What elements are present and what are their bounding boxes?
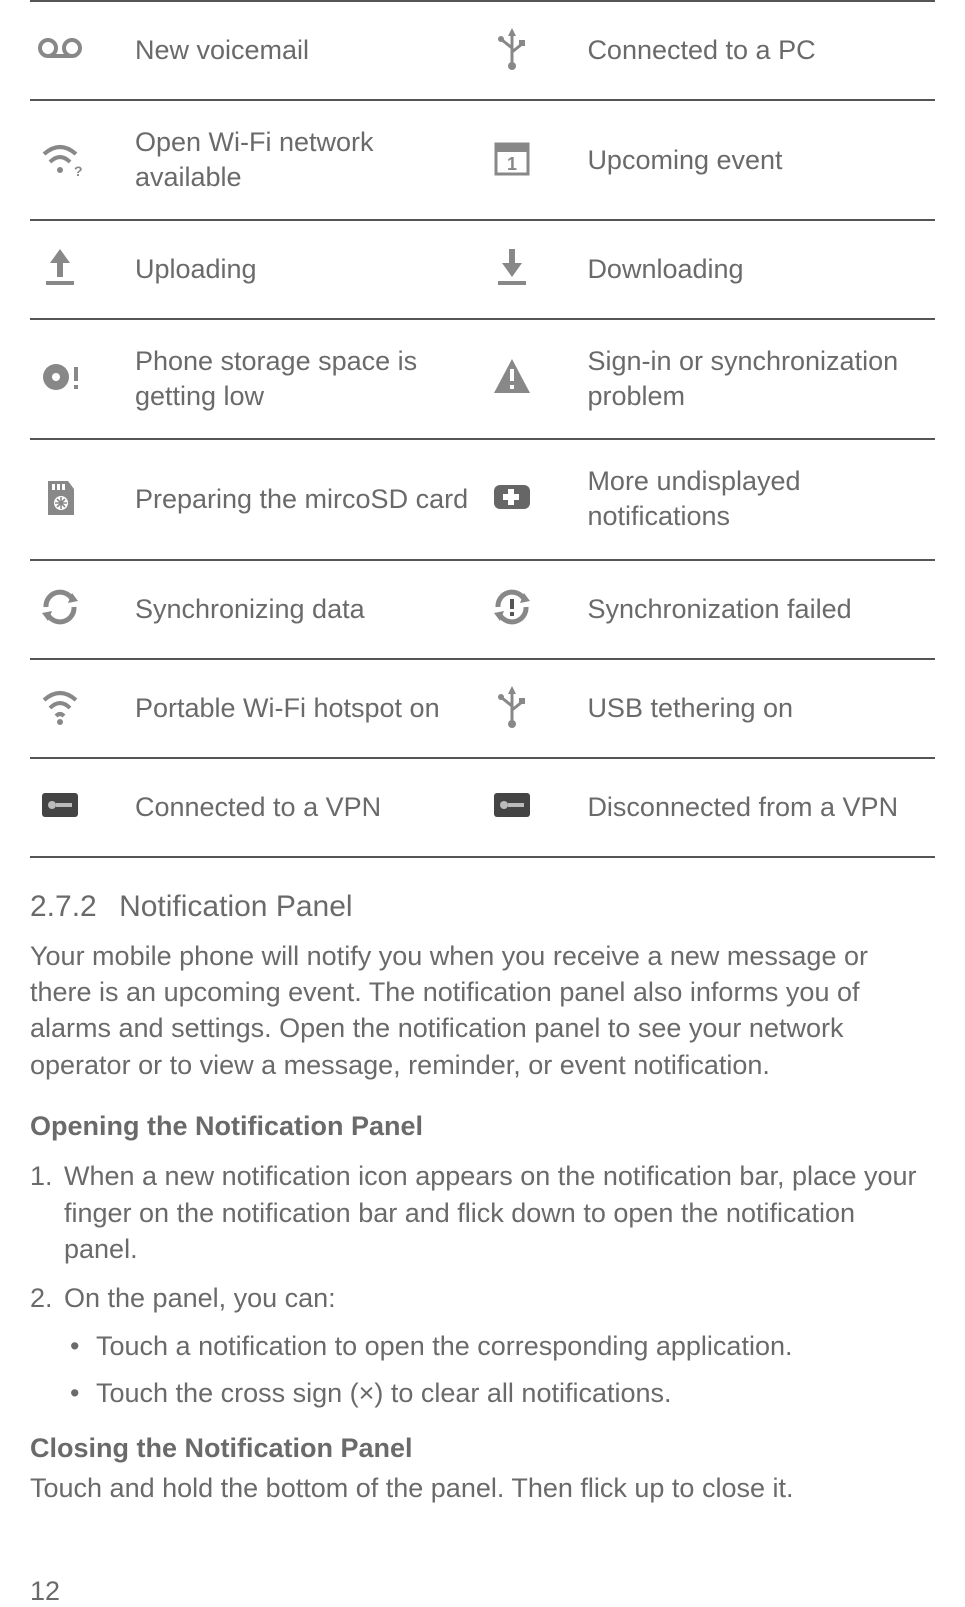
more-icon xyxy=(490,475,534,519)
bullet-item: Touch a notification to open the corresp… xyxy=(70,1328,935,1364)
notification-icons-table: New voicemail Connected to a PC Open Wi-… xyxy=(30,0,935,858)
warning-icon xyxy=(490,355,534,399)
bullet-item: Touch the cross sign (×) to clear all no… xyxy=(70,1375,935,1411)
page-number: 12 xyxy=(30,1576,965,1607)
usb-icon xyxy=(490,26,534,70)
download-icon xyxy=(490,245,534,289)
table-row: Synchronizing data Synchronization faile… xyxy=(30,560,935,659)
table-row: Open Wi-Fi network available Upcoming ev… xyxy=(30,100,935,220)
steps-list: When a new notification icon appears on … xyxy=(30,1158,935,1316)
closing-subheading: Closing the Notification Panel xyxy=(30,1433,935,1464)
closing-text: Touch and hold the bottom of the panel. … xyxy=(30,1470,935,1506)
section-number: 2.7.2 xyxy=(30,890,97,923)
icon-label: More undisplayed notifications xyxy=(579,439,935,559)
icon-label: Downloading xyxy=(579,220,935,319)
vpn-off-icon xyxy=(490,783,534,827)
vpn-on-icon xyxy=(38,783,82,827)
table-row: Connected to a VPN Disconnected from a V… xyxy=(30,758,935,857)
icon-label: USB tethering on xyxy=(579,659,935,758)
table-row: Preparing the mircoSD card More undispla… xyxy=(30,439,935,559)
icon-label: Synchronizing data xyxy=(127,560,483,659)
icon-label: Phone storage space is getting low xyxy=(127,319,483,439)
sync-fail-icon xyxy=(490,585,534,629)
sync-icon xyxy=(38,585,82,629)
sd-card-icon xyxy=(38,475,82,519)
table-row: New voicemail Connected to a PC xyxy=(30,1,935,100)
icon-label: Uploading xyxy=(127,220,483,319)
section-title-text: Notification Panel xyxy=(119,890,352,923)
step-item: On the panel, you can: xyxy=(60,1280,935,1316)
voicemail-icon xyxy=(38,26,82,70)
opening-subheading: Opening the Notification Panel xyxy=(30,1111,935,1142)
storage-low-icon xyxy=(38,355,82,399)
calendar-icon xyxy=(490,136,534,180)
icon-label: Upcoming event xyxy=(579,100,935,220)
usb-tether-icon xyxy=(490,684,534,728)
icon-label: Disconnected from a VPN xyxy=(579,758,935,857)
icon-label: Connected to a PC xyxy=(579,1,935,100)
icon-label: Connected to a VPN xyxy=(127,758,483,857)
table-row: Uploading Downloading xyxy=(30,220,935,319)
wifi-hotspot-icon xyxy=(38,684,82,728)
icon-label: Synchronization failed xyxy=(579,560,935,659)
icon-label: New voicemail xyxy=(127,1,483,100)
icon-label: Open Wi-Fi network available xyxy=(127,100,483,220)
icon-label: Portable Wi-Fi hotspot on xyxy=(127,659,483,758)
table-row: Phone storage space is getting low Sign-… xyxy=(30,319,935,439)
step-item: When a new notification icon appears on … xyxy=(60,1158,935,1267)
section-intro: Your mobile phone will notify you when y… xyxy=(30,938,935,1084)
wifi-open-icon xyxy=(38,136,82,180)
icon-label: Sign-in or synchronization problem xyxy=(579,319,935,439)
icon-label: Preparing the mircoSD card xyxy=(127,439,483,559)
upload-icon xyxy=(38,245,82,289)
table-row: Portable Wi-Fi hotspot on USB tethering … xyxy=(30,659,935,758)
section-heading: 2.7.2 Notification Panel xyxy=(30,890,935,924)
bullet-list: Touch a notification to open the corresp… xyxy=(30,1328,935,1411)
